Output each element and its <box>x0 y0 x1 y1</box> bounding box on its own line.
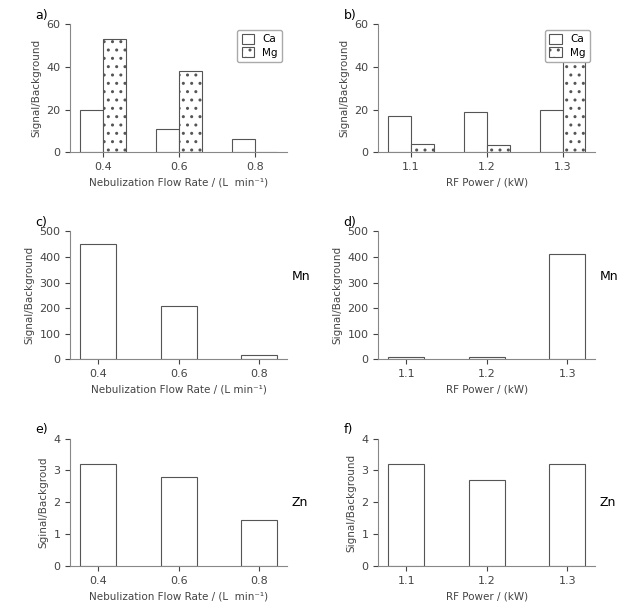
Bar <box>468 357 505 359</box>
X-axis label: RF Power / (kW): RF Power / (kW) <box>445 177 528 188</box>
Bar <box>156 128 179 152</box>
Bar <box>80 244 116 359</box>
Bar <box>80 464 116 566</box>
Text: Mn: Mn <box>600 270 618 283</box>
Text: Mn: Mn <box>292 270 310 283</box>
Bar <box>80 110 103 152</box>
Y-axis label: Signal/Background: Signal/Background <box>339 39 349 138</box>
Bar <box>464 111 487 152</box>
Bar <box>388 464 424 566</box>
Text: d): d) <box>344 216 356 230</box>
Y-axis label: Signal/Background: Signal/Background <box>31 39 41 138</box>
Legend: Ca, Mg: Ca, Mg <box>237 30 282 62</box>
Bar <box>232 139 255 152</box>
X-axis label: RF Power / (kW): RF Power / (kW) <box>445 384 528 395</box>
Text: a): a) <box>36 9 49 23</box>
Bar <box>241 520 277 566</box>
Bar <box>563 39 586 152</box>
Y-axis label: Sginal/Backgroud: Sginal/Backgroud <box>38 457 48 548</box>
X-axis label: Nebulization Flow Rate / (L min⁻¹): Nebulization Flow Rate / (L min⁻¹) <box>91 384 267 395</box>
Bar <box>549 255 586 359</box>
Bar <box>103 39 125 152</box>
Text: c): c) <box>36 216 47 230</box>
Bar <box>411 144 434 152</box>
Bar <box>540 110 563 152</box>
Bar <box>549 464 586 566</box>
Text: Zn: Zn <box>600 496 616 509</box>
Y-axis label: Signal/Background: Signal/Background <box>346 453 356 552</box>
Bar <box>161 306 197 359</box>
Bar <box>388 116 411 152</box>
X-axis label: Nebulization Flow Rate / (L  min⁻¹): Nebulization Flow Rate / (L min⁻¹) <box>89 592 268 602</box>
Y-axis label: Signal/Background: Signal/Background <box>24 246 34 345</box>
Text: Zn: Zn <box>292 496 308 509</box>
Y-axis label: Signal/Background: Signal/Background <box>332 246 342 345</box>
Bar <box>241 356 277 359</box>
X-axis label: RF Power / (kW): RF Power / (kW) <box>445 592 528 602</box>
Text: f): f) <box>344 423 353 437</box>
Bar <box>468 480 505 566</box>
Text: e): e) <box>36 423 49 437</box>
Bar <box>179 71 202 152</box>
Legend: Ca, Mg: Ca, Mg <box>545 30 590 62</box>
X-axis label: Nebulization Flow Rate / (L  min⁻¹): Nebulization Flow Rate / (L min⁻¹) <box>89 177 268 188</box>
Text: b): b) <box>344 9 356 23</box>
Bar <box>388 357 424 359</box>
Bar <box>487 145 509 152</box>
Bar <box>161 477 197 566</box>
